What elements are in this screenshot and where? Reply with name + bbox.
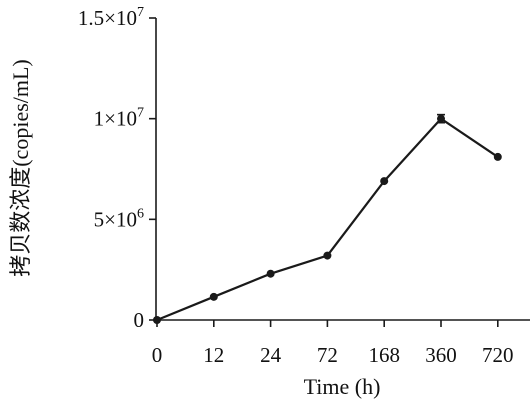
x-tick-label: 0: [152, 343, 163, 367]
x-axis: 0 12 24 72 168 360 720: [152, 319, 530, 367]
x-tick-label: 12: [203, 343, 224, 367]
y-tick-label: 1×107: [94, 106, 144, 131]
data-point: [493, 152, 502, 161]
series-line: [156, 117, 499, 322]
data-point: [323, 251, 332, 260]
data-point: [380, 177, 389, 186]
x-tick-label: 168: [368, 343, 400, 367]
x-tick-label: 24: [260, 343, 282, 367]
data-point: [209, 292, 218, 301]
x-tick-label: 72: [317, 343, 338, 367]
y-tick-label: 0: [134, 308, 145, 332]
y-tick-label: 1.5×107: [78, 5, 144, 30]
x-axis-title: Time (h): [304, 374, 381, 399]
x-tick-label: 720: [482, 343, 514, 367]
data-point: [266, 269, 275, 278]
x-tick-label: 360: [425, 343, 457, 367]
data-point: [437, 114, 445, 123]
plot-area: [153, 113, 502, 324]
y-axis-title: 拷贝数浓度(copies/mL): [8, 59, 33, 277]
data-point: [153, 316, 161, 324]
y-tick-label: 5×106: [94, 206, 144, 231]
y-axis: 0 5×106 1×107 1.5×107: [78, 5, 157, 332]
